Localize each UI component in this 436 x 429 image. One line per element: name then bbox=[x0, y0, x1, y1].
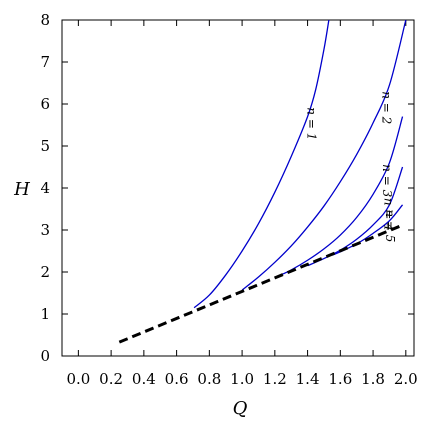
y-tick-label: 1 bbox=[40, 305, 50, 323]
x-tick-label: 0.8 bbox=[197, 370, 221, 388]
y-tick-label: 0 bbox=[40, 347, 50, 365]
plot-frame bbox=[61, 19, 415, 357]
y-tick-label: 5 bbox=[40, 137, 50, 155]
y-tick-label: 8 bbox=[40, 11, 50, 29]
y-tick-label: 4 bbox=[40, 179, 50, 197]
y-tick-label: 6 bbox=[40, 95, 50, 113]
curve-label-n3: n = 3 bbox=[380, 164, 394, 197]
curve-label-n2: n = 2 bbox=[380, 91, 394, 124]
curve-label-n1: n = 1 bbox=[305, 107, 319, 140]
x-tick-label: 0.4 bbox=[132, 370, 156, 388]
x-tick-label: 1.2 bbox=[263, 370, 287, 388]
x-axis-label: Q bbox=[233, 398, 248, 419]
series-line-5 bbox=[331, 204, 404, 256]
x-tick-label: 1.8 bbox=[361, 370, 385, 388]
x-tick-label: 0.6 bbox=[165, 370, 189, 388]
asymptote-dashed-line bbox=[118, 224, 402, 344]
curve-label-n5: n = 5 bbox=[383, 209, 397, 242]
series-line-3 bbox=[277, 116, 404, 277]
x-tick-label: 0.0 bbox=[66, 370, 90, 388]
series-line-1 bbox=[193, 19, 330, 309]
labels: n = 1 n = 2 n = 3n = 4n = 5 bbox=[305, 91, 397, 242]
curve-label-n4: n = 4 bbox=[382, 198, 396, 231]
x-tick-label: 1.6 bbox=[328, 370, 352, 388]
curves bbox=[118, 19, 407, 344]
y-tick-label: 2 bbox=[40, 263, 50, 281]
y-axis-label: H bbox=[13, 179, 30, 200]
x-tick-label: 1.0 bbox=[230, 370, 254, 388]
x-tick-label: 0.2 bbox=[99, 370, 123, 388]
x-tick-label: 2.0 bbox=[394, 370, 418, 388]
y-tick-label: 3 bbox=[40, 221, 50, 239]
ticks: 0.0 0.2 0.4 0.6 0.8 1.0 1.2 1.4 1.6 1.8 2.0 0 1 2 3 4 5 6… bbox=[40, 11, 417, 388]
series-line-4 bbox=[307, 166, 404, 267]
series-line-2 bbox=[241, 19, 407, 291]
y-tick-label: 7 bbox=[40, 53, 50, 71]
x-tick-label: 1.4 bbox=[296, 370, 320, 388]
